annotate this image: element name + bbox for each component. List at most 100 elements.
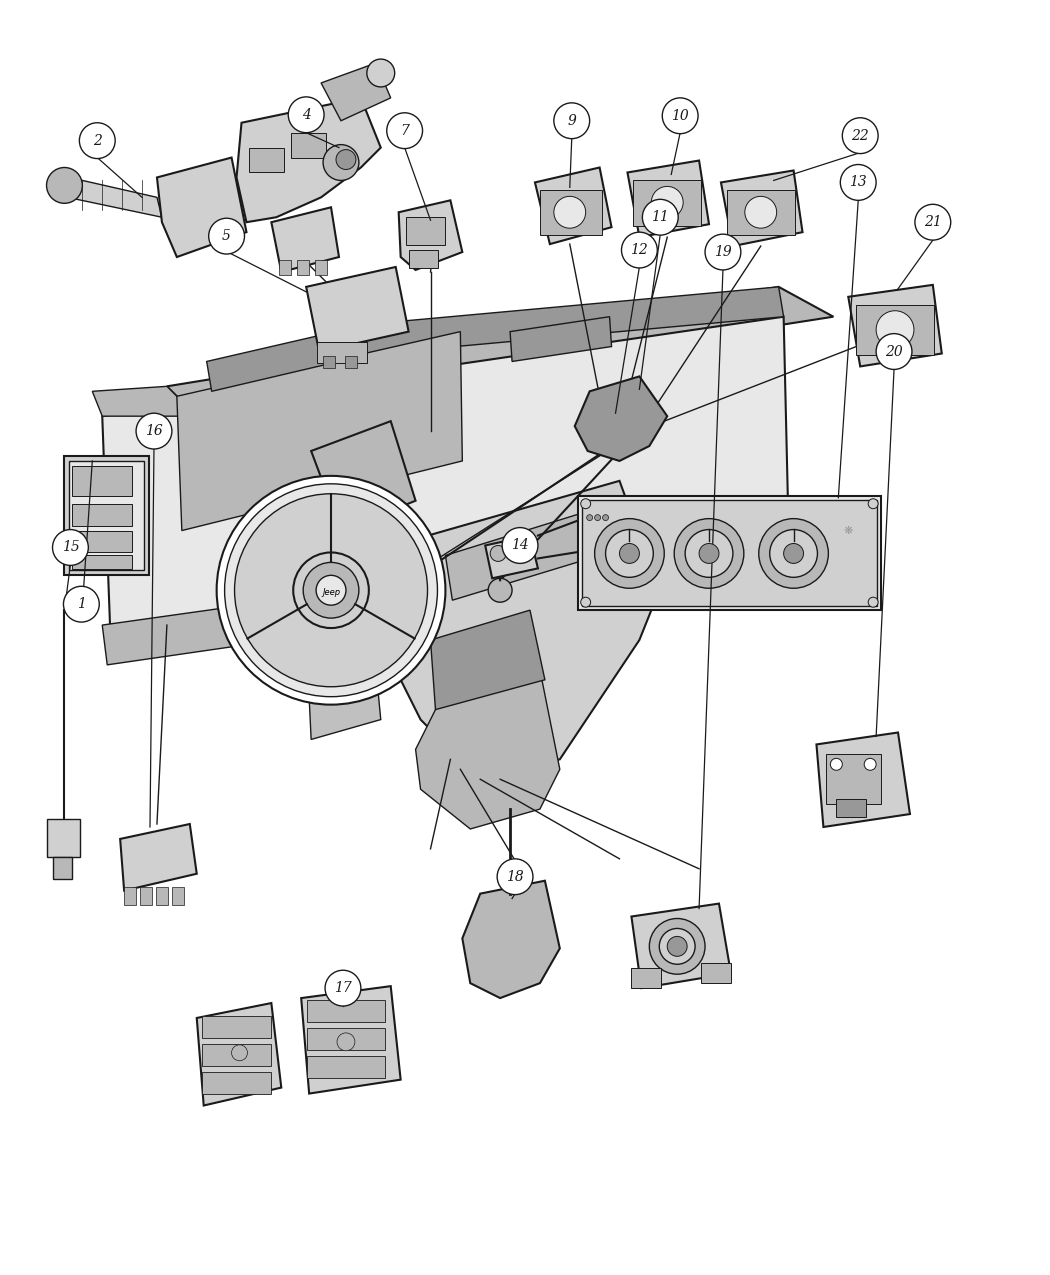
Circle shape: [490, 546, 506, 561]
Text: 21: 21: [924, 215, 942, 230]
Text: 17: 17: [334, 982, 352, 994]
Text: 5: 5: [223, 230, 231, 244]
Bar: [315, 260, 327, 275]
Bar: [856, 305, 933, 354]
Circle shape: [225, 483, 438, 696]
Bar: [408, 250, 439, 268]
Text: 2: 2: [92, 134, 102, 148]
Circle shape: [52, 529, 88, 565]
Polygon shape: [236, 98, 381, 222]
Circle shape: [643, 199, 678, 235]
Bar: [72, 504, 132, 525]
Polygon shape: [817, 733, 910, 827]
Polygon shape: [445, 511, 600, 601]
Circle shape: [216, 476, 445, 705]
Bar: [578, 496, 881, 611]
Text: 10: 10: [671, 108, 689, 122]
Circle shape: [366, 59, 395, 87]
Circle shape: [581, 499, 591, 509]
Polygon shape: [301, 986, 401, 1094]
Circle shape: [606, 529, 653, 578]
Circle shape: [622, 232, 657, 268]
Bar: [297, 260, 309, 275]
Text: 9: 9: [567, 113, 576, 128]
Bar: [308, 1056, 384, 1077]
Bar: [633, 181, 701, 226]
Circle shape: [337, 1033, 355, 1051]
Polygon shape: [848, 284, 942, 366]
Polygon shape: [574, 376, 667, 462]
Polygon shape: [307, 266, 408, 352]
Circle shape: [783, 543, 803, 564]
Text: 20: 20: [885, 344, 903, 358]
Circle shape: [868, 499, 878, 509]
Bar: [140, 886, 152, 904]
Polygon shape: [534, 167, 611, 244]
Bar: [202, 1016, 271, 1038]
Circle shape: [594, 519, 665, 588]
Polygon shape: [156, 158, 247, 258]
Polygon shape: [46, 819, 81, 857]
Text: 22: 22: [852, 129, 869, 143]
Text: 15: 15: [62, 541, 80, 555]
Circle shape: [323, 144, 359, 181]
Text: 14: 14: [511, 538, 529, 552]
Bar: [631, 968, 662, 988]
Circle shape: [674, 519, 743, 588]
Text: 7: 7: [400, 124, 410, 138]
Bar: [317, 342, 366, 363]
Bar: [72, 530, 132, 552]
Bar: [202, 1044, 271, 1066]
Polygon shape: [271, 208, 339, 272]
Circle shape: [840, 164, 876, 200]
Bar: [172, 886, 184, 904]
Bar: [837, 799, 866, 817]
Polygon shape: [321, 62, 391, 121]
Circle shape: [759, 519, 828, 588]
Bar: [345, 357, 357, 368]
Circle shape: [831, 759, 842, 770]
Circle shape: [497, 859, 533, 895]
Text: 11: 11: [651, 210, 669, 224]
Circle shape: [603, 515, 609, 520]
Circle shape: [667, 936, 687, 956]
Circle shape: [316, 575, 345, 606]
Polygon shape: [631, 904, 731, 988]
Polygon shape: [176, 332, 462, 530]
Circle shape: [336, 149, 356, 170]
Circle shape: [326, 970, 361, 1006]
Circle shape: [303, 562, 359, 618]
Bar: [250, 148, 285, 172]
Circle shape: [842, 117, 878, 153]
Bar: [64, 456, 149, 575]
Polygon shape: [92, 386, 196, 416]
Circle shape: [80, 122, 116, 158]
Circle shape: [234, 493, 427, 687]
Bar: [582, 500, 877, 606]
Bar: [727, 190, 795, 235]
Circle shape: [488, 579, 512, 602]
Circle shape: [63, 586, 100, 622]
Bar: [323, 357, 335, 368]
Bar: [72, 556, 132, 570]
Circle shape: [705, 235, 741, 270]
Polygon shape: [311, 421, 416, 530]
Text: ❋: ❋: [843, 525, 853, 536]
Bar: [279, 260, 291, 275]
Polygon shape: [721, 171, 802, 246]
Polygon shape: [61, 176, 162, 217]
Circle shape: [136, 413, 172, 449]
Bar: [701, 964, 731, 983]
Bar: [202, 1072, 271, 1094]
Circle shape: [864, 759, 876, 770]
Text: Jeep: Jeep: [322, 588, 340, 597]
Text: 13: 13: [849, 176, 867, 190]
Circle shape: [581, 597, 591, 607]
Text: 19: 19: [714, 245, 732, 259]
Circle shape: [876, 311, 914, 348]
Bar: [826, 755, 881, 805]
Circle shape: [293, 552, 369, 629]
Polygon shape: [196, 1003, 281, 1105]
Bar: [72, 465, 132, 496]
Circle shape: [744, 196, 777, 228]
